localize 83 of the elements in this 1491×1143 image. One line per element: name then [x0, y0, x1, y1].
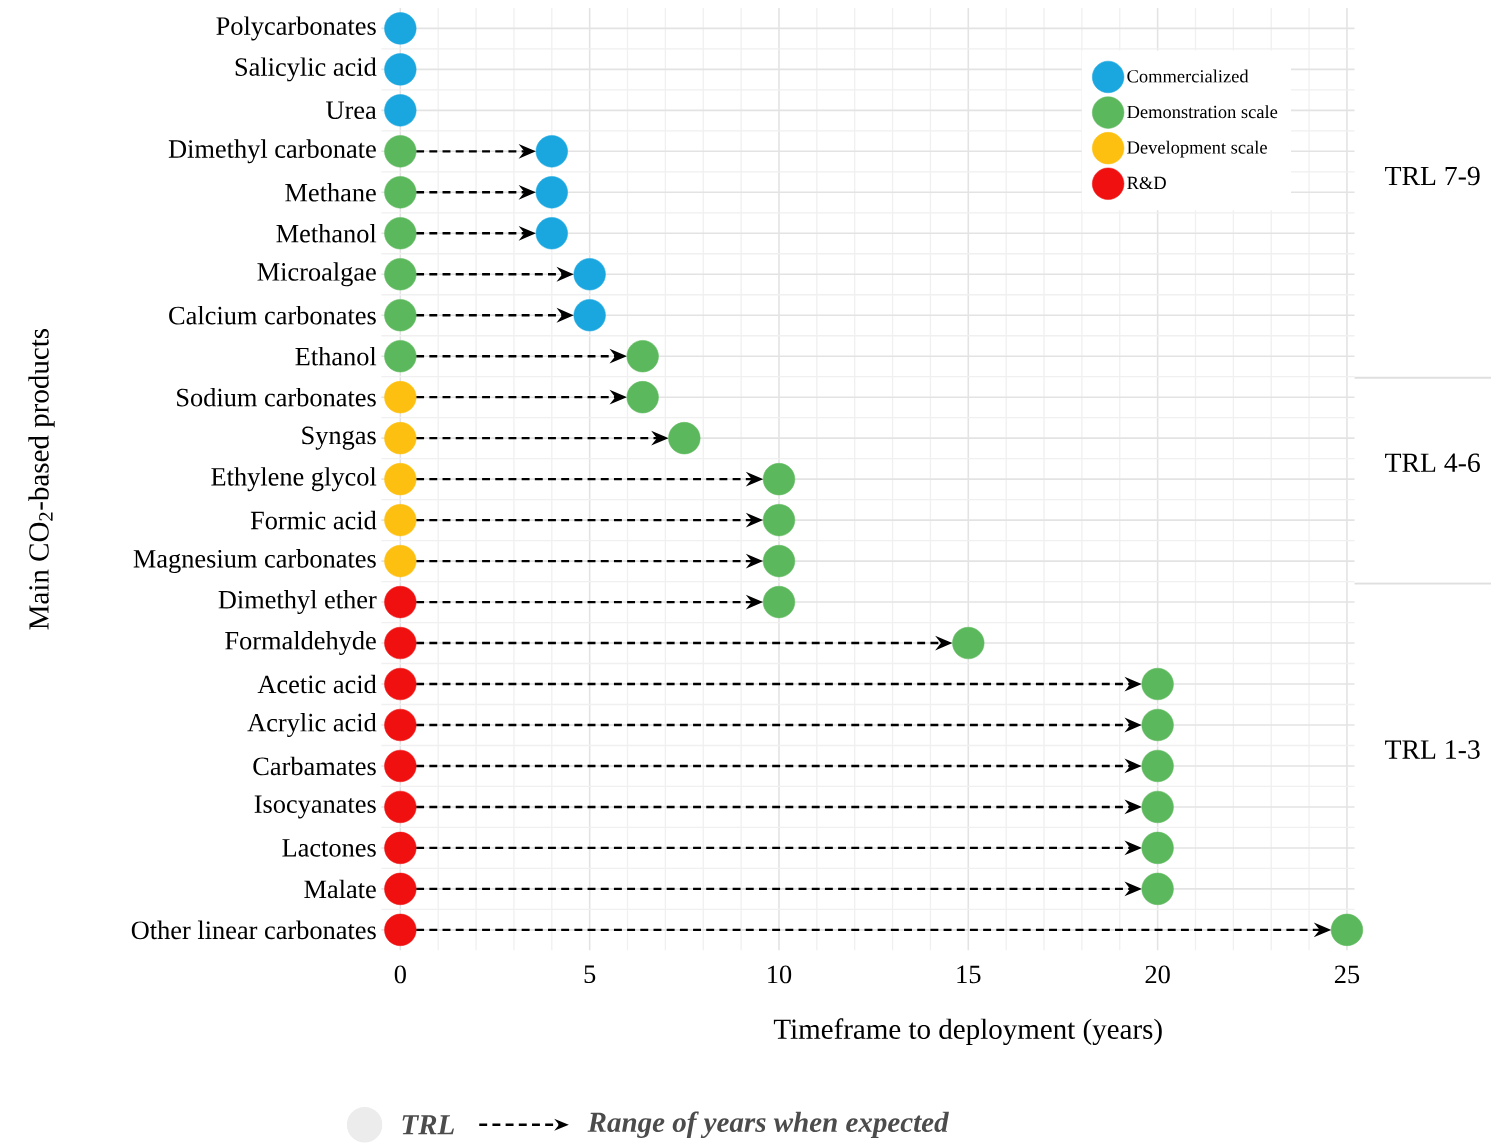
- point: [384, 217, 417, 250]
- point: [384, 831, 417, 864]
- text: TRL 7-9: [1385, 166, 1480, 186]
- y-tick-label: Dimethyl carbonate: [168, 139, 376, 164]
- point: [762, 544, 796, 578]
- point: [384, 503, 417, 537]
- y-tick-label: Methane: [285, 182, 376, 202]
- point: [1141, 872, 1174, 905]
- y-tick-label: Polycarbonates: [216, 16, 376, 41]
- point: [1141, 749, 1174, 782]
- point: [762, 503, 796, 537]
- text: TRL 4-6: [1385, 453, 1480, 473]
- point: [1330, 913, 1364, 946]
- point: [384, 381, 417, 414]
- point: [384, 421, 417, 455]
- legend-label: Demonstration scale: [1127, 105, 1278, 119]
- point: [573, 258, 606, 291]
- y-tick-label: Formic acid: [250, 510, 377, 530]
- x-tick-label: 5: [584, 965, 596, 983]
- point: [626, 340, 659, 373]
- point: [384, 53, 417, 86]
- point: [384, 340, 417, 373]
- y-tick-label: Dimethyl ether: [218, 589, 377, 614]
- x-tick-label: 15: [957, 965, 981, 984]
- legend-label: Development scale: [1127, 140, 1267, 158]
- point: [384, 667, 417, 701]
- y-tick-label: Acetic acid: [257, 674, 377, 694]
- point: [626, 381, 659, 414]
- point: [384, 749, 417, 782]
- point: [384, 462, 417, 496]
- text: TRL: [402, 1115, 454, 1135]
- point: [384, 258, 417, 291]
- y-tick-label: Sodium carbonates: [177, 387, 376, 407]
- y-tick-label: Calcium carbonates: [169, 305, 376, 325]
- x-tick-label: 0: [394, 965, 406, 984]
- point: [384, 544, 417, 578]
- point: [762, 585, 796, 619]
- point: [384, 872, 417, 905]
- x-tick-label: 10: [768, 965, 792, 984]
- point: [573, 299, 606, 332]
- point: [1141, 831, 1174, 864]
- point: [384, 913, 417, 946]
- y-tick-label: Ethylene glycol: [211, 467, 377, 492]
- y-tick-label: Syngas: [302, 426, 376, 450]
- point: [1141, 667, 1174, 701]
- x-tick-label: 20: [1145, 965, 1170, 984]
- text: Range of years when expected: [587, 1111, 949, 1138]
- legend-label: R&D: [1127, 176, 1166, 189]
- y-tick-label: Formaldehyde: [225, 630, 376, 655]
- y-tick-label: Malate: [304, 879, 376, 899]
- point: [384, 12, 417, 45]
- y-tick-label: Carbamates: [253, 756, 376, 776]
- x-tick-label: 25: [1334, 965, 1360, 984]
- y-tick-label: Salicylic acid: [235, 57, 377, 82]
- point: [952, 626, 985, 660]
- y-tick-label: Ethanol: [295, 346, 377, 366]
- y-axis-title: Main CO$_{2}$-based products: [28, 328, 55, 630]
- y-tick-label: Acrylic acid: [247, 712, 377, 737]
- point: [535, 176, 568, 209]
- point: [1141, 790, 1174, 823]
- x-axis-title: Timeframe to deployment (years): [773, 1018, 1162, 1045]
- point: [1141, 708, 1174, 741]
- point: [384, 585, 417, 619]
- y-tick-label: Magnesium carbonates: [133, 549, 376, 573]
- text: TRL 1-3: [1385, 740, 1480, 759]
- point: [384, 790, 417, 823]
- legend-label: Commercialized: [1127, 69, 1249, 83]
- point: [384, 135, 417, 168]
- y-tick-label: Isocyanates: [254, 795, 376, 819]
- point: [384, 299, 417, 332]
- point: [384, 708, 417, 741]
- point: [535, 217, 568, 250]
- y-tick-label: Lactones: [282, 839, 376, 857]
- point: [384, 176, 417, 209]
- point: [762, 462, 796, 496]
- point: [668, 421, 701, 455]
- y-tick-label: Microalgae: [257, 262, 376, 287]
- point: [384, 626, 417, 660]
- point: [535, 135, 568, 168]
- y-tick-label: Other linear carbonates: [131, 920, 376, 940]
- y-tick-label: Urea: [326, 101, 377, 120]
- y-tick-label: Methanol: [276, 223, 377, 243]
- point: [384, 94, 417, 127]
